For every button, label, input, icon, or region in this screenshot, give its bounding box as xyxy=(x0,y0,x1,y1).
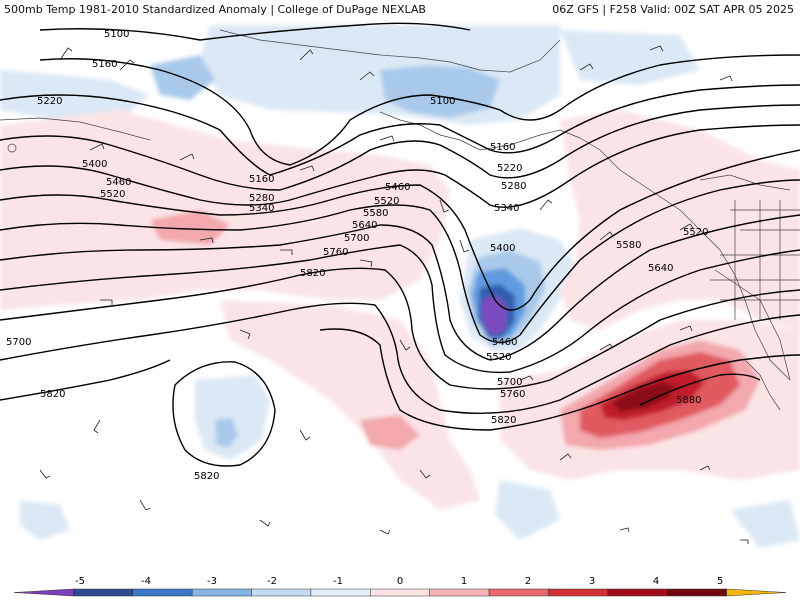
colorbar-tick: 5 xyxy=(717,576,723,587)
colorbar-segment xyxy=(429,588,490,597)
height-label: 5280 xyxy=(249,193,274,204)
colorbar-tick: 3 xyxy=(589,576,595,587)
height-label: 5100 xyxy=(430,96,455,107)
coastline-outlines xyxy=(0,29,800,411)
height-label: 5400 xyxy=(82,159,107,170)
height-label: 5280 xyxy=(501,181,526,192)
height-label: 5520 xyxy=(374,196,399,207)
colorbar-tick: -1 xyxy=(333,576,343,587)
map-header: 500mb Temp 1981-2010 Standardized Anomal… xyxy=(0,0,800,20)
height-label: 5340 xyxy=(494,203,519,214)
wind-barbs xyxy=(39,45,749,544)
height-label: 5520 xyxy=(683,227,708,238)
height-label: 5340 xyxy=(249,203,274,214)
height-label: 5760 xyxy=(500,389,525,400)
height-label: 5640 xyxy=(352,220,377,231)
map-title: 500mb Temp 1981-2010 Standardized Anomal… xyxy=(4,3,426,16)
height-label: 5220 xyxy=(37,96,62,107)
height-label: 5760 xyxy=(323,247,348,258)
colorbar-segment xyxy=(548,588,609,597)
colorbar-segment xyxy=(73,588,134,597)
weather-map: 5100 5160 5220 5400 5460 5520 5160 5280 … xyxy=(0,20,800,572)
colorbar-tick: -2 xyxy=(267,576,277,587)
height-label: 5880 xyxy=(676,395,701,406)
colorbar-segment xyxy=(370,588,430,597)
height-label: 5580 xyxy=(363,208,388,219)
height-label: 5100 xyxy=(104,29,129,40)
model-run-info: 06Z GFS | F258 Valid: 00Z SAT APR 05 202… xyxy=(552,3,794,16)
colorbar-segment xyxy=(191,588,252,597)
colorbar-segment xyxy=(666,588,727,597)
anomaly-colorbar: -5 -4 -3 -2 -1 0 1 2 3 4 5 xyxy=(0,572,800,600)
height-label: 5700 xyxy=(497,377,522,388)
colorbar-ticks: -5 -4 -3 -2 -1 0 1 2 3 4 5 xyxy=(75,576,723,587)
colorbar-tick: 4 xyxy=(653,576,659,587)
colorbar-tick: 0 xyxy=(397,576,403,587)
height-label: 5820 xyxy=(491,415,516,426)
height-label: 5820 xyxy=(40,389,65,400)
height-contours xyxy=(0,22,800,467)
height-label: 5220 xyxy=(497,163,522,174)
height-label: 5460 xyxy=(106,177,131,188)
height-contour-labels: 5100 5160 5220 5400 5460 5520 5160 5280 … xyxy=(6,29,708,482)
height-label: 5400 xyxy=(490,243,515,254)
colorbar-segment xyxy=(132,588,193,597)
height-label: 5460 xyxy=(385,182,410,193)
colorbar-segment xyxy=(607,588,668,597)
height-label: 5520 xyxy=(100,189,125,200)
height-label: 5520 xyxy=(486,352,511,363)
height-label: 5640 xyxy=(648,263,673,274)
colorbar-segment xyxy=(488,588,549,597)
height-label: 5820 xyxy=(194,471,219,482)
height-label: 5580 xyxy=(616,240,641,251)
height-label: 5160 xyxy=(249,174,274,185)
temperature-anomaly-shading xyxy=(0,25,800,548)
colorbar-segment xyxy=(251,588,312,597)
height-label: 5820 xyxy=(300,268,325,279)
height-label: 5460 xyxy=(492,337,517,348)
colorbar-tick: -4 xyxy=(141,576,151,587)
height-label: 5160 xyxy=(92,59,117,70)
height-label: 5160 xyxy=(490,142,515,153)
colorbar-tick: 2 xyxy=(525,576,531,587)
colorbar-tick: -5 xyxy=(75,576,85,587)
height-label: 5700 xyxy=(6,337,31,348)
colorbar-tick: 1 xyxy=(461,576,467,587)
colorbar-tick: -3 xyxy=(207,576,217,587)
height-label: 5700 xyxy=(344,233,369,244)
colorbar-segments xyxy=(13,588,787,597)
colorbar-segment xyxy=(310,588,371,597)
colorbar-segment xyxy=(726,588,787,597)
